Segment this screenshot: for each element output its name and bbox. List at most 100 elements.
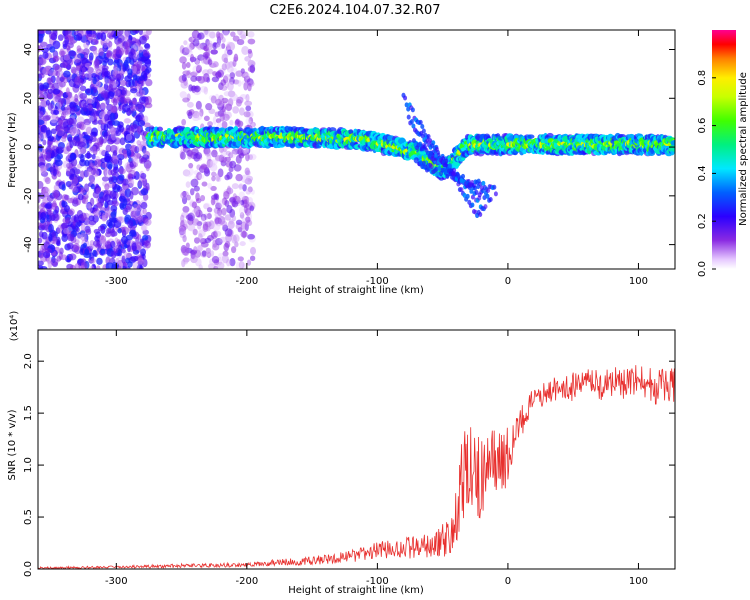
heatmap-cell: [245, 117, 251, 125]
y-tick-label: 0.5: [23, 509, 34, 525]
heatmap-cell: [142, 208, 147, 215]
heatmap-cell: [82, 102, 88, 112]
heatmap-cell: [72, 136, 81, 144]
heatmap-cell: [201, 181, 208, 187]
heatmap-cell: [107, 30, 115, 36]
heatmap-cell: [127, 219, 134, 229]
heatmap-cell: [146, 30, 152, 36]
heatmap-cell: [231, 234, 237, 244]
heatmap-cell: [56, 148, 64, 154]
heatmap-cell: [181, 74, 187, 82]
heatmap-cell: [137, 234, 142, 240]
heatmap-cell: [65, 126, 73, 134]
heatmap-cell: [79, 92, 88, 100]
y-tick-label: 1.0: [23, 457, 34, 473]
heatmap-cell: [76, 33, 83, 41]
heatmap-cell: [62, 121, 69, 129]
heatmap-cell: [40, 100, 48, 108]
heatmap-cell: [68, 208, 75, 216]
heatmap-cell: [245, 153, 250, 162]
heatmap-cell: [69, 168, 76, 176]
heatmap-cell: [96, 168, 102, 176]
heatmap-cell: [72, 197, 79, 205]
heatmap-cell: [101, 176, 110, 182]
heatmap-cell: [224, 228, 233, 237]
heatmap-cell: [99, 240, 108, 246]
heatmap-cell: [83, 122, 91, 132]
heatmap-cell: [127, 173, 133, 182]
heatmap-cell: [447, 163, 452, 169]
heatmap-cell: [91, 33, 97, 43]
x-tick-label: -200: [236, 576, 259, 587]
heatmap-cell: [123, 130, 130, 137]
heatmap-cell: [211, 76, 220, 83]
heatmap-cell: [66, 242, 74, 250]
heatmap-cell: [72, 187, 79, 193]
heatmap-cell: [117, 227, 123, 234]
heatmap-cell: [132, 157, 139, 166]
heatmap-cell: [69, 125, 78, 135]
heatmap-cell: [244, 56, 252, 62]
heatmap-cell: [84, 248, 90, 256]
heatmap-cell: [106, 219, 113, 227]
heatmap-cell: [125, 41, 131, 50]
heatmap-cell: [100, 102, 107, 109]
heatmap-cell: [232, 59, 237, 67]
heatmap-cell: [222, 113, 230, 121]
heatmap-cell: [77, 141, 86, 148]
heatmap-cell: [82, 242, 88, 248]
heatmap-cell: [206, 207, 213, 213]
y-tick-label: 1.5: [23, 405, 34, 421]
heatmap-cell: [187, 224, 196, 232]
heatmap-cell: [42, 67, 50, 76]
heatmap-cell: [156, 126, 164, 132]
heatmap-cell: [39, 165, 47, 174]
heatmap-cell: [235, 70, 244, 77]
heatmap-cell: [46, 256, 52, 265]
heatmap-cell: [249, 255, 256, 262]
y-tick-label: 2.0: [23, 353, 34, 369]
heatmap-cell: [39, 57, 45, 65]
heatmap-cell: [237, 80, 242, 87]
heatmap-cell: [90, 183, 96, 190]
heatmap-cell: [122, 103, 130, 113]
heatmap-cell: [105, 144, 111, 151]
heatmap-cell: [105, 262, 114, 269]
heatmap-cell: [107, 181, 115, 189]
heatmap-cell: [131, 242, 137, 252]
x-tick-label: -300: [105, 276, 128, 287]
heatmap-cell: [493, 191, 498, 197]
heatmap-cell: [186, 171, 192, 178]
heatmap-cell: [185, 62, 191, 68]
heatmap-cell: [121, 226, 129, 235]
heatmap-cell: [86, 88, 91, 94]
heatmap-cell: [42, 51, 49, 59]
heatmap-cell: [429, 164, 434, 170]
heatmap-cell: [78, 148, 84, 154]
heatmap-cell: [80, 223, 86, 232]
heatmap-cell: [429, 150, 434, 156]
heatmap-cell: [111, 261, 119, 269]
heatmap-cell: [101, 212, 107, 220]
heatmap-cell: [223, 242, 230, 252]
heatmap-cell: [434, 146, 439, 152]
heatmap-cell: [99, 110, 105, 118]
heatmap-cell: [61, 111, 67, 120]
heatmap-cell: [108, 40, 113, 48]
heatmap-cell: [238, 183, 244, 189]
heatmap-cell: [130, 124, 139, 133]
heatmap-cell: [403, 95, 408, 101]
heatmap-cell: [451, 171, 456, 177]
colorbar-tick-label: 0.6: [697, 118, 708, 134]
snr-panel: -300 -200 -100 0 100 0.00.51.01.52.0 Height …: [7, 311, 676, 596]
heatmap-cell: [118, 195, 126, 202]
heatmap-cell: [48, 77, 54, 85]
heatmap-cell: [104, 78, 111, 85]
heatmap-cell: [121, 87, 128, 97]
heatmap-cell: [195, 258, 202, 267]
heatmap-cell: [197, 233, 203, 241]
figure-title: C2E6.2024.104.07.32.R07: [269, 3, 440, 18]
heatmap-cell: [231, 183, 239, 190]
heatmap-cell: [44, 203, 53, 209]
